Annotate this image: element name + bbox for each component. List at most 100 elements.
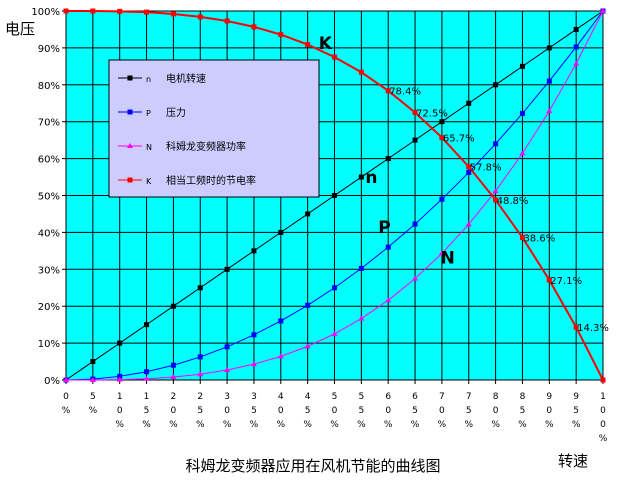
legend-label: 科姆龙变频器功率 bbox=[166, 140, 246, 153]
legend-letter: K bbox=[146, 177, 152, 186]
data-point bbox=[197, 14, 203, 20]
data-point bbox=[546, 107, 553, 113]
data-point bbox=[251, 24, 257, 30]
x-tick-label: 2 0% bbox=[169, 392, 178, 430]
data-label: 72.5% bbox=[416, 108, 448, 119]
data-point bbox=[358, 265, 364, 271]
data-point bbox=[117, 373, 123, 379]
legend-letter: N bbox=[146, 143, 152, 152]
data-point bbox=[63, 377, 69, 382]
legend-items: n 电机转速 P 压力 N 科姆龙变频器功率 K 相当工频时的节电率 bbox=[118, 72, 256, 187]
data-point bbox=[251, 332, 257, 338]
data-point bbox=[493, 82, 499, 88]
data-point bbox=[305, 42, 311, 48]
x-tick-label: 6 0% bbox=[384, 392, 393, 430]
data-point bbox=[600, 8, 606, 13]
data-point bbox=[573, 44, 579, 50]
data-point bbox=[170, 303, 176, 309]
data-point bbox=[493, 141, 499, 147]
data-point bbox=[277, 353, 284, 359]
legend-letter: n bbox=[146, 75, 151, 84]
x-tick-label: 7 0% bbox=[438, 392, 447, 430]
data-point bbox=[63, 8, 69, 14]
data-point bbox=[573, 324, 579, 330]
y-tick-label: 60% bbox=[38, 155, 60, 166]
y-tick-label: 30% bbox=[38, 265, 60, 276]
data-point bbox=[519, 110, 525, 116]
data-point bbox=[224, 18, 230, 24]
data-point bbox=[305, 302, 311, 308]
series-p bbox=[63, 8, 606, 383]
data-label: 38.6% bbox=[523, 234, 555, 245]
data-point bbox=[116, 376, 123, 382]
data-point bbox=[332, 285, 337, 291]
y-tick-label: 90% bbox=[38, 44, 60, 55]
data-point bbox=[197, 371, 204, 377]
legend: n 电机转速 P 压力 N 科姆龙变频器功率 K 相当工频时的节电率 bbox=[108, 59, 320, 198]
data-label: 65.7% bbox=[443, 134, 475, 145]
data-point bbox=[519, 235, 525, 241]
x-axis-label: 转速 bbox=[558, 452, 588, 470]
x-tick-label: 4 0% bbox=[277, 392, 286, 430]
series-letter-label: K bbox=[319, 34, 333, 54]
data-point bbox=[224, 266, 230, 272]
data-point bbox=[439, 135, 445, 141]
data-point bbox=[358, 69, 364, 75]
x-tick-label: 0% bbox=[62, 392, 71, 416]
data-point bbox=[144, 9, 150, 15]
data-point bbox=[170, 362, 176, 368]
y-tick-label: 20% bbox=[38, 302, 60, 313]
x-tick-label: 8 0% bbox=[491, 392, 500, 430]
y-tick-label: 50% bbox=[38, 192, 60, 203]
data-point bbox=[117, 8, 123, 14]
data-point bbox=[278, 32, 284, 38]
data-point bbox=[143, 375, 150, 381]
data-point bbox=[600, 377, 606, 383]
series-layer bbox=[63, 8, 606, 383]
data-point bbox=[546, 45, 552, 51]
legend-box bbox=[108, 59, 320, 198]
data-point bbox=[332, 54, 337, 60]
x-tick-label: 2 5% bbox=[196, 392, 205, 430]
data-point bbox=[438, 250, 445, 256]
data-point bbox=[224, 367, 231, 373]
x-tick-label: 5% bbox=[89, 392, 98, 416]
data-point bbox=[385, 244, 391, 250]
legend-item-n: n 电机转速 bbox=[118, 72, 206, 85]
x-tick-label: 9 0% bbox=[545, 392, 554, 430]
data-point bbox=[546, 277, 552, 283]
data-point bbox=[170, 11, 176, 17]
series-letter-label: n bbox=[365, 168, 377, 188]
data-labels-layer: 78.4% 72.5% 65.7% 57.8% 48.8% 38.6% 27.1% 14.3%… bbox=[319, 34, 609, 334]
x-axis-tick-labels: 0 % 5 % 1 0 % 1 5 % 2 0 % 2 5 % 3 0 % 3 5 % 4 0 % 4 5 % 5 0 % 5 5 % 6 0 % 6 5%… bbox=[62, 380, 608, 444]
data-point bbox=[519, 63, 525, 69]
data-point bbox=[144, 369, 150, 375]
x-tick-label: 6 5% bbox=[411, 392, 420, 430]
data-point bbox=[197, 354, 203, 360]
x-tick-label: 7 5% bbox=[464, 392, 473, 430]
y-tick-label: 70% bbox=[38, 118, 60, 129]
x-tick-label: 8 5% bbox=[518, 392, 527, 430]
data-label: 57.8% bbox=[470, 163, 502, 174]
data-point bbox=[439, 196, 445, 202]
data-label: 78.4% bbox=[389, 87, 421, 98]
data-point bbox=[197, 285, 203, 291]
legend-letter: P bbox=[146, 109, 151, 118]
legend-label: 压力 bbox=[166, 106, 186, 119]
data-point bbox=[519, 150, 526, 156]
x-tick-label: 3 5% bbox=[250, 392, 259, 430]
x-tick-label: 1 0 0% bbox=[599, 392, 608, 444]
data-point bbox=[144, 322, 150, 328]
x-tick-label: 3 0% bbox=[223, 392, 232, 430]
data-point bbox=[358, 174, 364, 180]
data-point bbox=[466, 164, 472, 170]
data-point bbox=[412, 221, 418, 227]
data-point bbox=[385, 88, 391, 94]
x-tick-label: 5 5% bbox=[357, 392, 366, 430]
data-point bbox=[412, 109, 418, 115]
data-point bbox=[117, 340, 123, 346]
y-tick-label: 40% bbox=[38, 228, 60, 239]
legend-label: 电机转速 bbox=[166, 72, 206, 85]
data-point bbox=[251, 248, 257, 254]
